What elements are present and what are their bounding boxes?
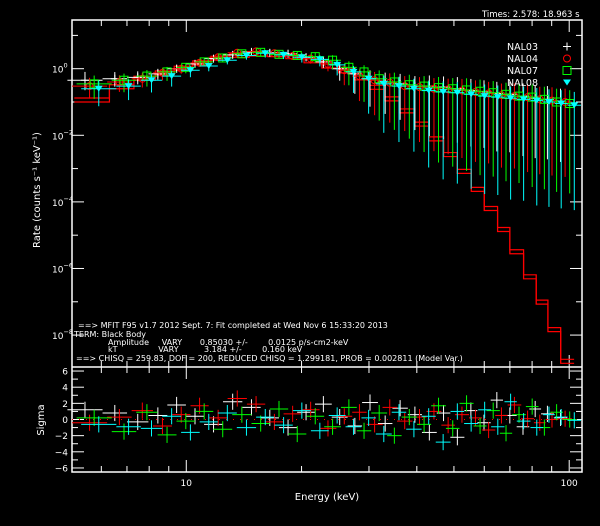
residual-axis-label: Sigma bbox=[36, 404, 47, 435]
fit-annotations: ==> MFIT F95 v1.7 2012 Sept. 7: Fit comp… bbox=[73, 321, 463, 363]
circle-marker bbox=[306, 54, 315, 63]
triangle-marker bbox=[532, 97, 541, 104]
resid-tick-label: −4 bbox=[55, 448, 69, 458]
circle-marker bbox=[288, 52, 297, 61]
y-tick-exponent: −8 bbox=[63, 328, 73, 336]
square-marker bbox=[527, 92, 537, 102]
triangle-marker bbox=[409, 85, 418, 92]
x-tick-label: 100 bbox=[561, 479, 578, 489]
triangle-marker bbox=[467, 91, 476, 98]
circle-marker bbox=[177, 64, 186, 73]
square-marker bbox=[89, 79, 99, 89]
triangle-marker bbox=[364, 75, 373, 82]
model-curve bbox=[74, 51, 575, 364]
triangle-marker bbox=[557, 100, 566, 107]
data-points bbox=[67, 47, 582, 211]
triangle-marker bbox=[424, 87, 433, 94]
y-tick-label: 10−8 bbox=[52, 328, 73, 342]
residual-points bbox=[67, 390, 582, 451]
circle-marker bbox=[214, 53, 223, 62]
triangle-marker bbox=[519, 96, 528, 103]
circle-marker bbox=[195, 58, 204, 67]
circle-marker bbox=[370, 76, 379, 85]
annotation-line: kT VARY 3.184 +/- 0.160 keV bbox=[108, 345, 303, 354]
triangle-marker bbox=[223, 57, 232, 64]
square-marker bbox=[562, 66, 572, 75]
resid-tick-label: 0 bbox=[62, 416, 68, 426]
legend-label: NAL08 bbox=[507, 78, 538, 89]
triangle-marker bbox=[453, 89, 462, 96]
y-tick-label: 10−2 bbox=[52, 128, 73, 142]
resid-tick-label: −6 bbox=[55, 464, 69, 474]
circle-marker bbox=[115, 77, 124, 86]
y-tick-label: 10−6 bbox=[52, 261, 73, 275]
y-tick-label: 100 bbox=[52, 62, 68, 76]
axes: 10 100 100 10−2 10−4 10−6 10−8 6 4 2 0 −2 −4 −6 bbox=[52, 19, 583, 489]
triangle-marker bbox=[333, 61, 342, 68]
square-marker bbox=[119, 75, 129, 85]
triangle-marker bbox=[94, 85, 103, 92]
legend-label: NAL04 bbox=[507, 54, 538, 65]
resid-tick-label: 6 bbox=[62, 368, 68, 378]
triangle-marker bbox=[242, 52, 251, 59]
triangle-marker bbox=[147, 77, 156, 84]
resid-tick-label: 2 bbox=[62, 400, 68, 410]
y-tick-label: 10−4 bbox=[52, 195, 73, 209]
triangle-marker bbox=[493, 94, 502, 101]
annotation-line: ==> CHISQ = 259.83, DOF = 200, REDUCED C… bbox=[76, 354, 463, 363]
circle-marker bbox=[233, 48, 242, 57]
triangle-marker bbox=[124, 83, 133, 90]
annotation-line: Amplitude VARY 0.85030 +/- 0.0125 p/s-cm… bbox=[108, 338, 349, 347]
triangle-marker bbox=[186, 67, 195, 74]
circle-marker bbox=[340, 66, 349, 75]
y-tick-exponent: −2 bbox=[63, 128, 73, 136]
triangle-marker bbox=[349, 68, 358, 75]
square-marker bbox=[475, 86, 485, 96]
resid-tick-label: −2 bbox=[55, 432, 68, 442]
triangle-marker bbox=[379, 80, 388, 87]
triangle-marker bbox=[544, 98, 553, 105]
chart-title: Times: 2.578: 18.963 s bbox=[481, 10, 580, 20]
triangle-marker bbox=[297, 54, 306, 61]
y-tick-exponent: −4 bbox=[63, 195, 73, 203]
annotation-line: ==> MFIT F95 v1.7 2012 Sept. 7: Fit comp… bbox=[78, 321, 388, 330]
model-step-line bbox=[74, 55, 575, 364]
triangle-marker bbox=[570, 102, 579, 109]
triangle-marker bbox=[204, 63, 213, 70]
circle-marker bbox=[252, 47, 261, 56]
y-tick-exponent: 0 bbox=[63, 62, 67, 70]
circle-marker bbox=[138, 74, 147, 83]
triangle-marker bbox=[279, 51, 288, 58]
resid-tick-label: 4 bbox=[62, 384, 68, 394]
y-tick-exponent: −6 bbox=[63, 261, 73, 269]
square-marker bbox=[328, 55, 338, 65]
circle-marker bbox=[85, 82, 94, 91]
y-axis-label: Rate (counts s⁻¹ keV⁻¹) bbox=[32, 132, 43, 248]
triangle-marker bbox=[563, 79, 571, 86]
triangle-marker bbox=[167, 73, 176, 80]
legend-label: NAL07 bbox=[507, 66, 538, 77]
triangle-marker bbox=[394, 83, 403, 90]
circle-marker bbox=[563, 54, 571, 63]
triangle-marker bbox=[506, 95, 515, 102]
x-tick-label: 10 bbox=[181, 479, 193, 489]
square-marker bbox=[344, 62, 354, 72]
triangle-marker bbox=[315, 56, 324, 63]
triangle-marker bbox=[439, 88, 448, 95]
triangle-marker bbox=[480, 93, 489, 100]
square-marker bbox=[514, 91, 524, 101]
x-axis-label: Energy (keV) bbox=[295, 492, 360, 503]
annotation-line: TERM: Black Body bbox=[73, 330, 146, 339]
plot-frame bbox=[71, 19, 583, 473]
triangle-marker bbox=[261, 50, 270, 57]
legend-label: NAL03 bbox=[507, 42, 538, 53]
